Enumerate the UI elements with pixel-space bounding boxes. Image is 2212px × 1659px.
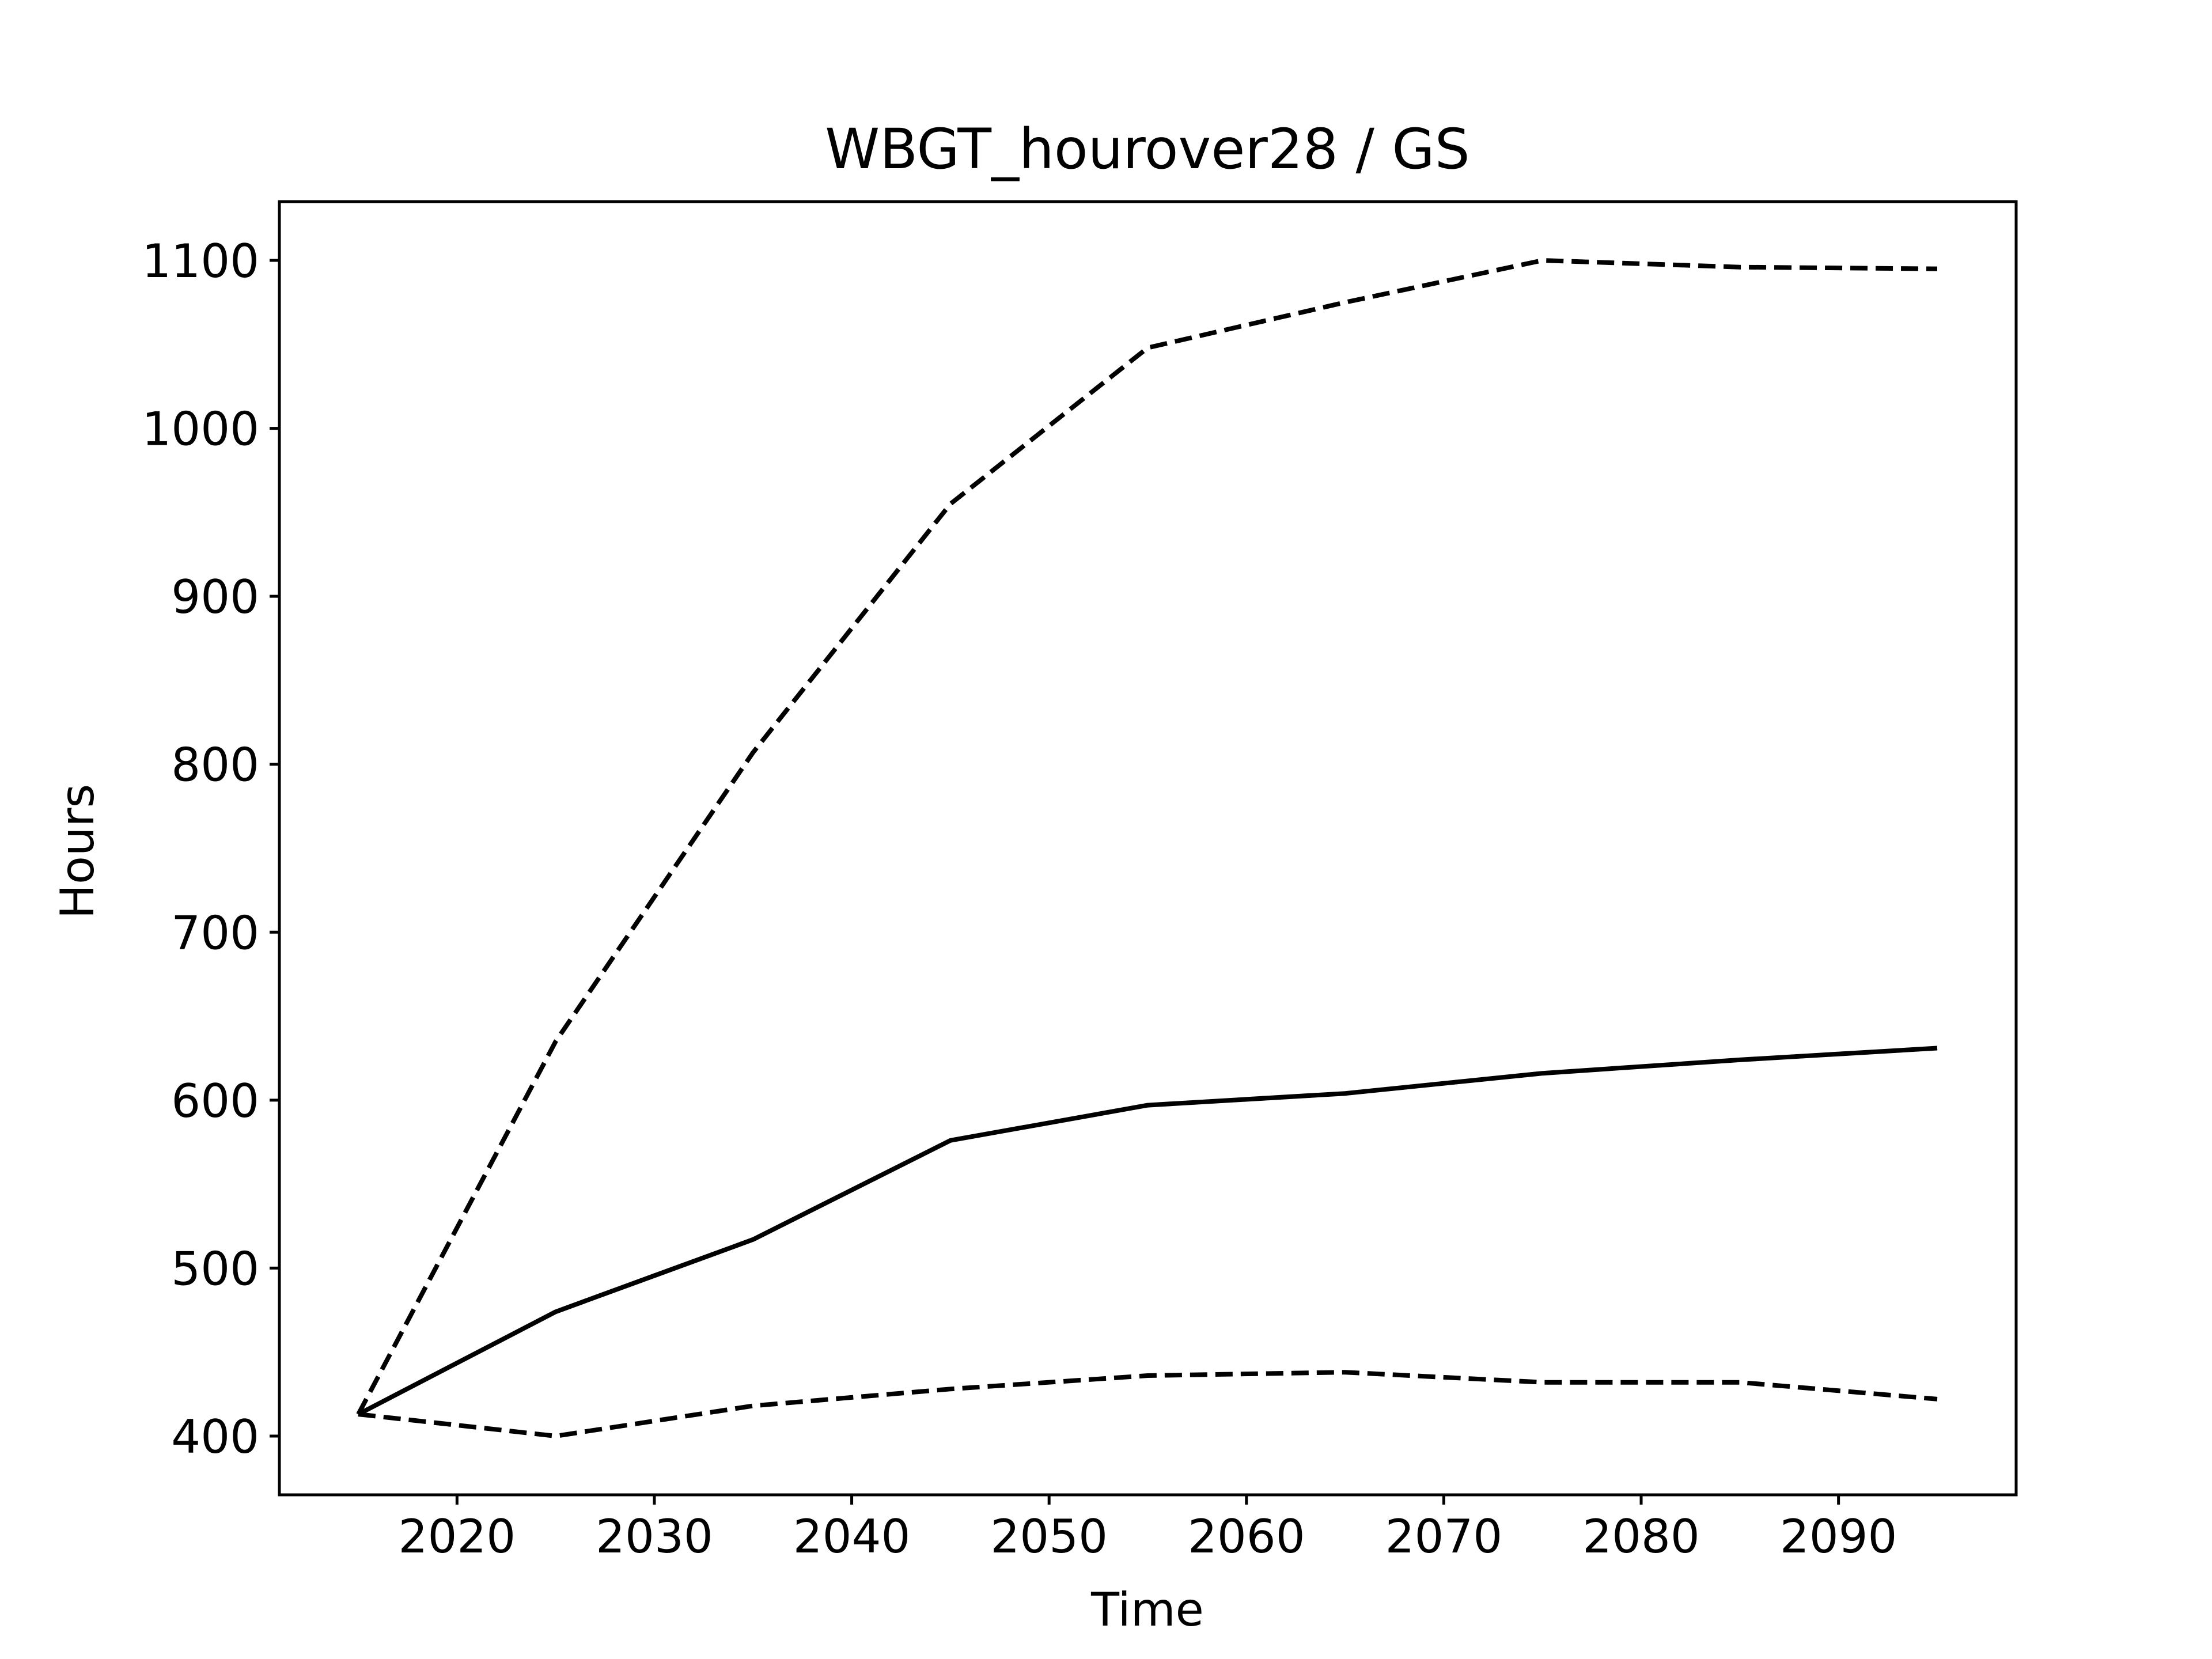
series-line-3 <box>358 1370 1938 1438</box>
y-tick-label: 1100 <box>142 234 259 288</box>
y-axis-label: Hours <box>51 784 104 919</box>
series-line-2 <box>356 258 1938 1415</box>
x-tick-label: 2030 <box>596 1510 713 1563</box>
x-tick-label: 2020 <box>399 1510 516 1563</box>
x-tick-label: 2080 <box>1582 1510 1700 1563</box>
x-tick-label: 2040 <box>793 1510 911 1563</box>
x-tick-label: 2090 <box>1780 1510 1897 1563</box>
y-tick-label: 800 <box>171 738 259 792</box>
x-tick-label: 2070 <box>1385 1510 1503 1563</box>
x-tick-label: 2060 <box>1188 1510 1305 1563</box>
y-tick-label: 500 <box>171 1242 259 1296</box>
series-layer <box>356 258 1938 1438</box>
y-tick-label: 700 <box>171 906 259 960</box>
chart-title: WBGT_hourover28 / GS <box>825 117 1469 181</box>
series-line-1 <box>357 1046 1938 1416</box>
y-tick-label: 1000 <box>142 403 259 456</box>
plot-area-frame <box>278 200 2018 1497</box>
y-tick-label: 900 <box>171 570 259 624</box>
x-tick-label: 2050 <box>990 1510 1108 1563</box>
y-tick-label: 600 <box>171 1074 259 1128</box>
ticks-layer: 2020 2030 2040 2050 2060 2070 2080 2090 400 500 60… <box>142 234 1897 1563</box>
y-tick-label: 400 <box>171 1410 259 1464</box>
x-axis-label: Time <box>1090 1583 1204 1637</box>
